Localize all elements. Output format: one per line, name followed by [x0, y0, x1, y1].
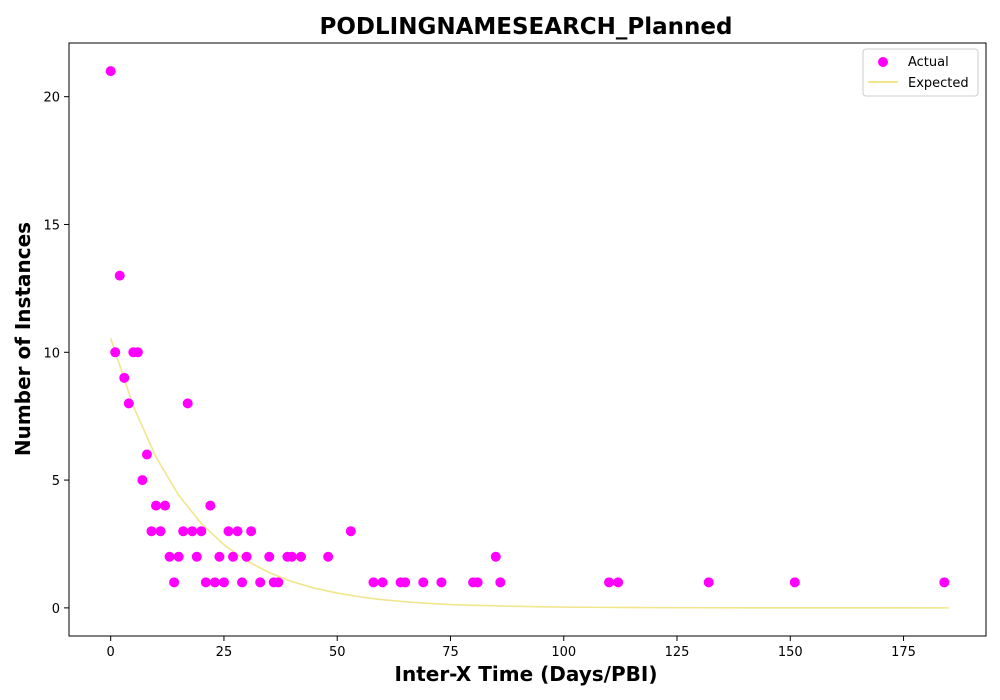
- actual-point: [939, 577, 950, 588]
- x-axis-label: Inter-X Time (Days/PBI): [395, 662, 658, 686]
- x-tick-label: 25: [216, 645, 233, 660]
- actual-point: [400, 577, 411, 588]
- chart-title: PODLINGNAMESEARCH_Planned: [320, 14, 733, 40]
- actual-point: [114, 270, 125, 281]
- actual-point: [495, 577, 506, 588]
- actual-point: [490, 551, 501, 562]
- actual-point: [123, 398, 134, 409]
- legend-expected-label: Expected: [908, 76, 969, 91]
- actual-point: [377, 577, 388, 588]
- expected-series: [109, 337, 949, 609]
- actual-point: [218, 577, 229, 588]
- plot-area: [68, 42, 987, 637]
- y-axis-label: Number of Instances: [11, 222, 35, 456]
- actual-point: [137, 475, 148, 486]
- y-tick-label: 5: [52, 474, 60, 489]
- actual-point: [196, 526, 207, 537]
- actual-point: [789, 577, 800, 588]
- actual-point: [703, 577, 714, 588]
- y-tick-label: 0: [52, 602, 60, 617]
- y-axis: 0 5 10 15 20: [43, 91, 69, 617]
- actual-point: [223, 526, 234, 537]
- actual-point: [472, 577, 483, 588]
- actual-point: [418, 577, 429, 588]
- expected-line: [109, 337, 949, 609]
- actual-point: [150, 500, 161, 511]
- actual-point: [214, 551, 225, 562]
- actual-point: [295, 551, 306, 562]
- actual-point: [264, 551, 275, 562]
- actual-point: [604, 577, 615, 588]
- actual-point: [164, 551, 175, 562]
- y-tick-label: 20: [43, 91, 60, 106]
- actual-point: [119, 372, 130, 383]
- actual-point: [232, 526, 243, 537]
- actual-series: [105, 66, 950, 588]
- actual-point: [191, 551, 202, 562]
- legend-actual-label: Actual: [908, 55, 949, 70]
- actual-point: [132, 347, 143, 358]
- actual-point: [178, 526, 189, 537]
- actual-point: [141, 449, 152, 460]
- actual-point: [286, 551, 297, 562]
- y-tick-label: 15: [43, 218, 60, 233]
- actual-point: [105, 66, 116, 77]
- x-axis: 0 25 50 75 100 125 150 175: [107, 636, 916, 660]
- legend-actual-marker: [878, 57, 888, 67]
- actual-point: [205, 500, 216, 511]
- x-tick-label: 175: [891, 645, 916, 660]
- actual-point: [345, 526, 356, 537]
- x-tick-label: 100: [551, 645, 576, 660]
- actual-point: [187, 526, 198, 537]
- actual-point: [368, 577, 379, 588]
- x-tick-label: 50: [329, 645, 346, 660]
- actual-point: [228, 551, 239, 562]
- actual-point: [273, 577, 284, 588]
- actual-point: [155, 526, 166, 537]
- actual-point: [237, 577, 248, 588]
- actual-point: [110, 347, 121, 358]
- actual-point: [146, 526, 157, 537]
- actual-point: [160, 500, 171, 511]
- x-tick-label: 75: [442, 645, 459, 660]
- x-tick-label: 150: [778, 645, 803, 660]
- actual-point: [255, 577, 266, 588]
- legend-box: [862, 48, 979, 97]
- actual-point: [613, 577, 624, 588]
- actual-point: [173, 551, 184, 562]
- actual-point: [323, 551, 334, 562]
- legend: Actual Expected: [862, 48, 979, 97]
- actual-point: [209, 577, 220, 588]
- actual-point: [169, 577, 180, 588]
- actual-point: [241, 551, 252, 562]
- actual-point: [200, 577, 211, 588]
- actual-point: [436, 577, 447, 588]
- y-tick-label: 10: [43, 346, 60, 361]
- plot-frame: [68, 42, 987, 637]
- x-tick-label: 125: [665, 645, 690, 660]
- x-tick-label: 0: [107, 645, 115, 660]
- actual-point: [246, 526, 257, 537]
- actual-point: [182, 398, 193, 409]
